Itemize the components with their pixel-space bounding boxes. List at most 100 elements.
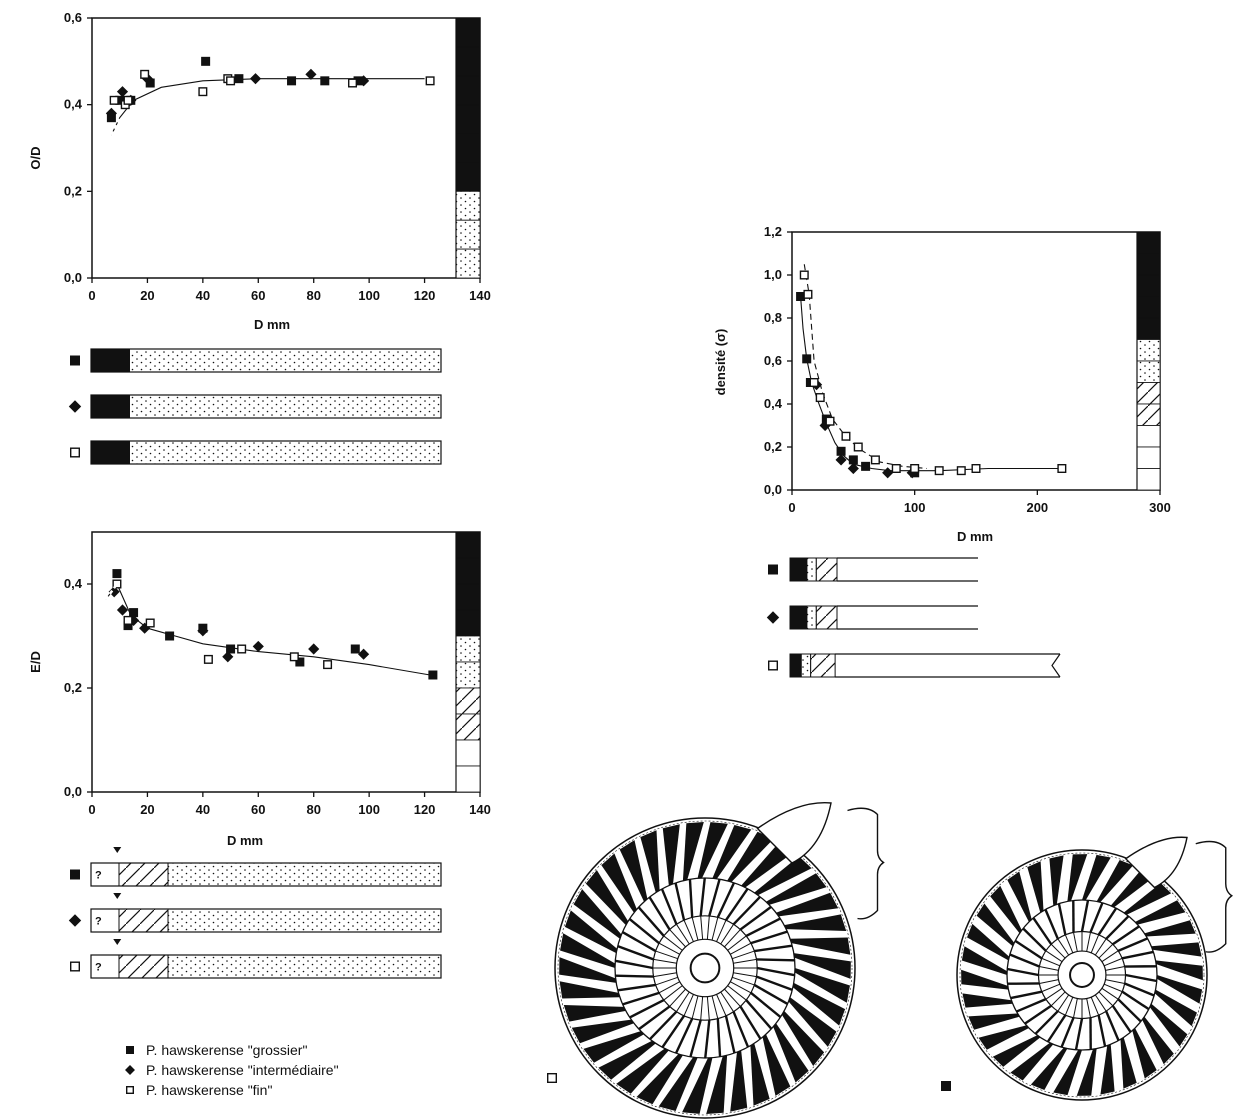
ammonite-inner-rib (724, 1015, 736, 1054)
od-x-tick-label: 0 (88, 288, 95, 303)
ammonite-inner-rib (629, 998, 665, 1019)
ed-point-diamond (222, 651, 234, 663)
dn-band-segment (1136, 317, 1161, 340)
ammonite-fine-rib (1103, 957, 1123, 967)
od-x-tick-label: 20 (140, 288, 154, 303)
ammonite-inner-rib (1009, 953, 1040, 968)
ammonite-fine-rib (1039, 966, 1059, 971)
ed-x-tick-label: 100 (358, 802, 380, 817)
ammonite-rib (790, 937, 851, 955)
od-band-segment (455, 17, 481, 48)
ed-curve-dash-gap (104, 583, 118, 601)
ammonite-fine-rib (711, 917, 719, 941)
dn-band-segment (1136, 468, 1161, 491)
odbars-segment-dots (129, 348, 442, 373)
density-bar-marker-square-open (768, 660, 779, 671)
edbars-marker-square-filled (70, 869, 80, 880)
ammonite-rib (741, 842, 794, 888)
ammonite-rib (1053, 1049, 1082, 1096)
od-point-square-filled (201, 56, 211, 66)
dn-point-square-open (799, 270, 809, 280)
ammonite-inner-rib (750, 930, 788, 945)
ammonite-aperture (1124, 836, 1188, 889)
ed-point-diamond (308, 643, 320, 655)
ed-x-tick-label: 80 (306, 802, 320, 817)
ammonite-rib (583, 1031, 645, 1063)
dn-y-tick-label: 0,4 (764, 396, 783, 411)
ammonite-fine-rib (683, 919, 694, 942)
ammonite-rib (781, 1010, 825, 1067)
ammonite-rib (697, 822, 728, 879)
odbars-segment-dots (129, 394, 442, 419)
edbars-outline (90, 908, 442, 933)
ammonite-fine-rib (1094, 938, 1107, 956)
dn-y-tick-label: 0,0 (764, 482, 782, 497)
ed-point-square-filled (129, 608, 139, 618)
od-point-square-open (425, 76, 435, 86)
legend-label-grossier: P. hawskerense "grossier" (146, 1042, 307, 1058)
od-band-segment (455, 46, 481, 77)
ammonite-rib (962, 993, 1013, 1008)
od-band-segment (455, 104, 481, 134)
ammonite-fine-rib (1041, 957, 1061, 967)
edbars-segment-hatch (118, 908, 169, 933)
ammonite-inner-rib (1057, 903, 1067, 936)
edbars-triangle-marker (113, 893, 122, 899)
od-band-segment (455, 190, 481, 221)
od-point-diamond (305, 68, 317, 80)
dn-point-square-open (815, 393, 825, 403)
ammonite-protoconch (1069, 962, 1095, 988)
chart-density-y-ticks: 0,0 0,2 0,4 0,6 0,8 1,0 1,2 (764, 224, 792, 497)
ed-band-segment (455, 635, 481, 663)
edbars-segment-dots (167, 908, 442, 933)
density-bar-marker-diamond (766, 611, 780, 624)
dn-point-square-open (853, 442, 863, 452)
ammonite-rib (967, 923, 1010, 961)
ammonite-inner-rib (1044, 909, 1059, 940)
ammonite-fine-rib (731, 976, 755, 986)
od-curve-dash-gap (110, 117, 121, 136)
ammonite-fine-rib (727, 935, 747, 951)
ed-x-tick-label: 0 (88, 802, 95, 817)
edbars-question-mark: ? (95, 916, 102, 928)
ammonite-inner-rib (1112, 925, 1140, 946)
ammonite-inner-rib (1010, 990, 1043, 1000)
ammonite-fine-rib (1039, 979, 1059, 984)
dn-x-tick-label: 200 (1026, 500, 1048, 515)
density-bar-segment-hatch (810, 653, 836, 678)
dn-band-segment (1136, 425, 1161, 448)
ed-point-square-open (323, 660, 333, 670)
ammonite-fine-rib (1064, 996, 1074, 1016)
ammonite-fine-rib (716, 919, 727, 942)
dn-point-square-open (971, 464, 981, 474)
ammonite-fine-rib (733, 972, 757, 978)
ammonite-fine-rib (669, 988, 686, 1007)
dn-x-tick-label: 300 (1149, 500, 1171, 515)
ammonite-fine-rib (1050, 991, 1066, 1007)
ammonite-inner-rib (1124, 982, 1155, 997)
ammonite-rib (1027, 861, 1044, 913)
ammonite-fine-rib (724, 929, 741, 948)
ed-point-square-filled (112, 569, 122, 579)
ammonite-rib (1144, 920, 1196, 937)
ammonite-inner-rib (621, 931, 657, 953)
chart-density-trend-curve-fin (803, 264, 927, 470)
ammonite-inner-rib (704, 1019, 711, 1059)
edbars-marker-square-open (69, 961, 80, 972)
density-bar-segment-hatch (815, 557, 838, 582)
ed-point-square-open (145, 618, 155, 628)
ammonite-umbilicus-ring (1057, 950, 1107, 1000)
od-x-tick-label: 60 (251, 288, 265, 303)
ammonite-inner-rib (745, 917, 781, 938)
ammonite-rib (601, 853, 637, 913)
ammonite-rib (616, 1048, 669, 1094)
ed-point-square-open (112, 579, 122, 589)
ammonite-rib (1156, 975, 1203, 1004)
ammonite-fine-rib (676, 924, 690, 945)
ammonite-umbilicus-ring (675, 938, 735, 998)
od-point-square-filled (234, 74, 244, 84)
ammonite-rib (1049, 855, 1064, 906)
ed-y-tick-label: 0,4 (64, 576, 83, 591)
ed-band-segment (455, 687, 481, 715)
ammonite-rib (1120, 1037, 1137, 1089)
